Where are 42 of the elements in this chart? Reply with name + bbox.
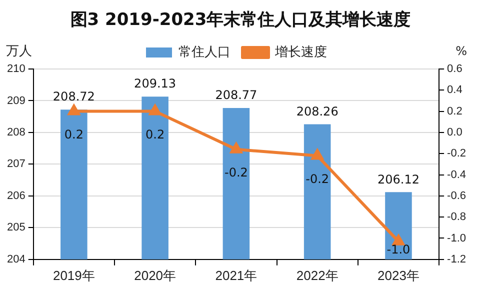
y2-tick-label: 0.6: [447, 63, 462, 76]
data-label: 0.2: [64, 127, 84, 142]
point: [68, 104, 80, 116]
data-label: 209.13: [134, 76, 176, 91]
point: [312, 149, 324, 160]
y-tick-label: 205: [6, 222, 26, 234]
x-tick-label: 2023年: [378, 268, 420, 283]
y2-tick-label: -1.0: [447, 232, 466, 244]
legend-label: 常住人口: [178, 44, 230, 60]
y-tick-label: 207: [6, 158, 26, 170]
y-tick-label: 206: [6, 190, 26, 202]
data-label: -0.2: [224, 166, 248, 180]
y2-tick-label: -0.8: [447, 211, 466, 224]
y2-axis-title: %: [456, 44, 467, 58]
data-label: 208.72: [52, 90, 95, 104]
data-label: 208.77: [215, 88, 258, 102]
y-tick-label: 209: [6, 94, 26, 107]
y2-tick-label: -0.2: [447, 148, 466, 160]
y-axis-title: 万人: [6, 43, 32, 60]
data-label: 0.2: [146, 127, 165, 142]
point: [149, 104, 161, 116]
legend-label: 增长速度: [274, 44, 327, 60]
y2-tick-label: -0.6: [447, 190, 466, 202]
point: [392, 234, 404, 246]
y-tick-label: 210: [6, 63, 26, 76]
y2-tick-label: 0.0: [447, 126, 462, 138]
data-label: -1.0: [386, 242, 410, 257]
y-tick-label: 208: [6, 126, 26, 138]
y2-tick-label: -1.2: [447, 253, 466, 266]
x-tick-label: 2021年: [215, 268, 258, 283]
chart-title: 图3 2019-2023年末常住人口及其增长速度: [69, 9, 412, 31]
point: [230, 142, 242, 154]
data-label: 208.26: [296, 104, 338, 118]
data-label: 206.12: [377, 172, 420, 186]
data-label: -0.2: [306, 172, 330, 186]
y2-tick-label: 0.4: [447, 84, 462, 96]
x-tick-label: 2022年: [296, 268, 338, 283]
x-tick-label: 2019年: [52, 268, 95, 283]
y-tick-label: 204: [6, 253, 26, 266]
y2-tick-label: -0.4: [447, 168, 466, 181]
x-tick-label: 2020年: [134, 268, 176, 283]
y2-tick-label: 0.2: [447, 105, 462, 118]
